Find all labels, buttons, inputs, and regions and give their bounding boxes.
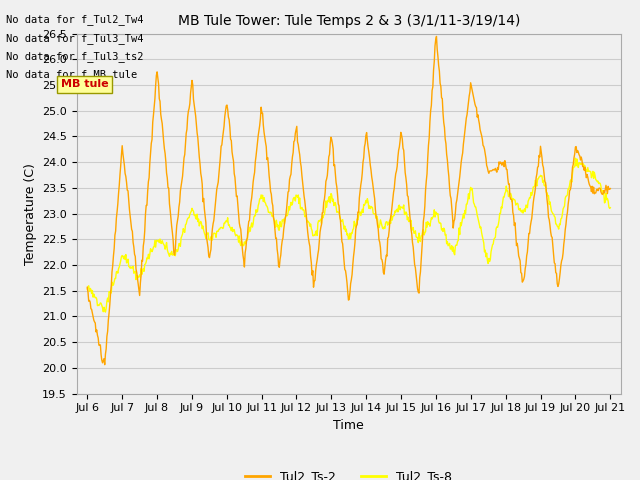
Title: MB Tule Tower: Tule Temps 2 & 3 (3/1/11-3/19/14): MB Tule Tower: Tule Temps 2 & 3 (3/1/11-…	[178, 14, 520, 28]
Text: No data for f_Tul3_ts2: No data for f_Tul3_ts2	[6, 51, 144, 62]
Text: No data for f_Tul3_Tw4: No data for f_Tul3_Tw4	[6, 33, 144, 44]
Text: MB tule: MB tule	[61, 79, 108, 89]
Y-axis label: Temperature (C): Temperature (C)	[24, 163, 36, 264]
Legend: Tul2_Ts-2, Tul2_Ts-8: Tul2_Ts-2, Tul2_Ts-8	[241, 465, 457, 480]
Text: No data for f_MB_tule: No data for f_MB_tule	[6, 69, 138, 80]
X-axis label: Time: Time	[333, 419, 364, 432]
Text: No data for f_Tul2_Tw4: No data for f_Tul2_Tw4	[6, 14, 144, 25]
